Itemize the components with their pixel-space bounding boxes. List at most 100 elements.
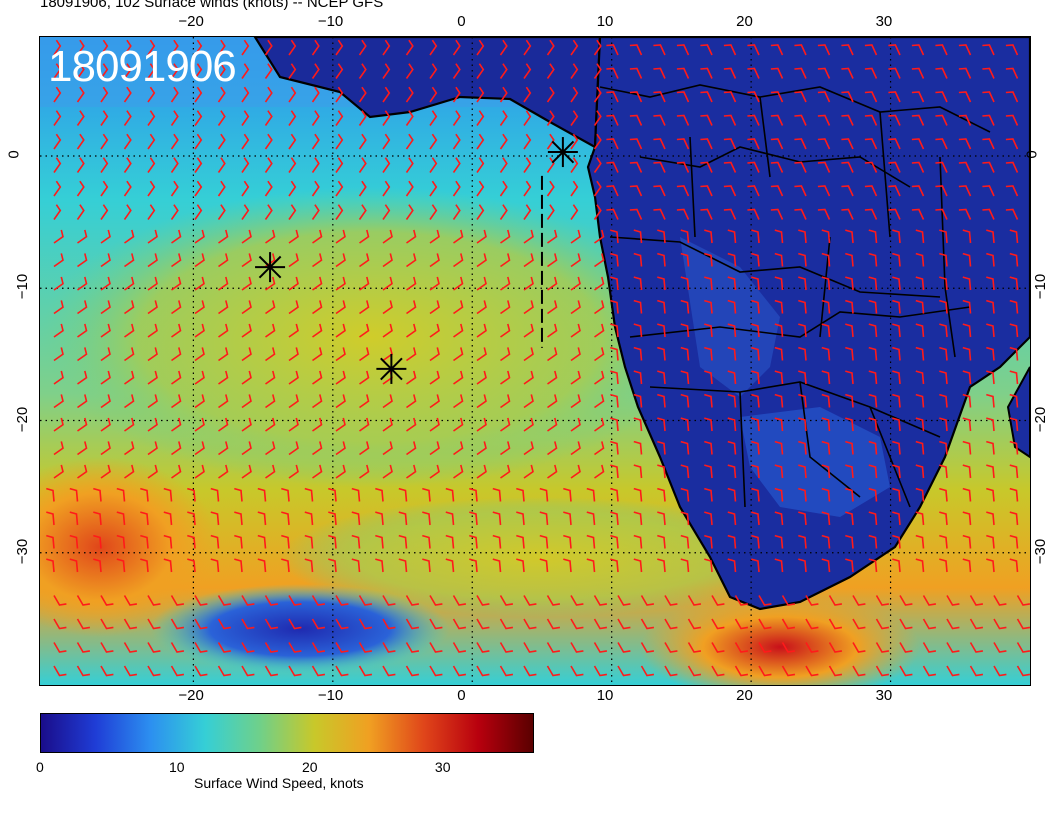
wind-barb bbox=[570, 370, 581, 385]
wind-barb bbox=[946, 665, 960, 677]
wind-barb bbox=[523, 665, 537, 677]
wind-barb bbox=[770, 138, 784, 150]
wind-barb bbox=[922, 642, 937, 653]
wind-barb bbox=[46, 487, 55, 502]
wind-barb bbox=[100, 642, 114, 653]
wind-barb bbox=[476, 86, 485, 103]
wind-barb bbox=[593, 133, 602, 150]
wind-barb bbox=[359, 394, 370, 409]
wind-barb bbox=[1009, 511, 1019, 526]
colorbar-tick-label: 20 bbox=[301, 759, 318, 775]
wind-barb bbox=[817, 185, 831, 197]
wind-barb bbox=[633, 440, 643, 455]
wind-barb bbox=[405, 110, 414, 126]
wind-barb bbox=[76, 39, 85, 56]
wind-barb bbox=[915, 346, 925, 361]
wind-barb bbox=[770, 91, 784, 103]
wind-barb bbox=[993, 642, 1007, 653]
wind-barb bbox=[264, 618, 279, 630]
wind-barb bbox=[100, 180, 109, 197]
wind-barb bbox=[845, 323, 854, 338]
wind-barb bbox=[586, 558, 596, 573]
wind-barb bbox=[845, 464, 854, 479]
wind-barb bbox=[406, 441, 417, 456]
lon-tick-label-bottom: 10 bbox=[596, 687, 614, 704]
wind-barb bbox=[398, 534, 408, 549]
wind-barb bbox=[892, 252, 901, 267]
wind-barb bbox=[311, 180, 320, 197]
wind-barb bbox=[821, 252, 831, 267]
wind-barb bbox=[382, 229, 393, 244]
wind-barb bbox=[429, 204, 438, 220]
wind-barb bbox=[523, 394, 534, 409]
colorbar-tick-label: 30 bbox=[434, 759, 451, 775]
wind-barb bbox=[335, 157, 344, 173]
wind-barb bbox=[570, 86, 579, 103]
wind-barb bbox=[845, 487, 854, 502]
wind-barb bbox=[539, 511, 549, 526]
colorbar-tick-label: 10 bbox=[168, 759, 185, 775]
wind-barb bbox=[217, 642, 232, 653]
wind-barb bbox=[516, 558, 525, 573]
wind-barb bbox=[993, 595, 1007, 606]
wind-barb bbox=[845, 440, 854, 455]
wind-barb bbox=[946, 618, 960, 630]
wind-barb bbox=[922, 618, 937, 630]
wind-barb bbox=[516, 534, 525, 549]
wind-barb bbox=[288, 204, 297, 220]
wind-barb bbox=[218, 464, 229, 479]
wind-barb bbox=[770, 67, 784, 79]
wind-barb bbox=[817, 114, 831, 126]
wind-barb bbox=[845, 276, 854, 291]
wind-barb bbox=[1005, 161, 1019, 173]
wind-barb bbox=[962, 393, 972, 408]
wind-barb bbox=[123, 204, 132, 220]
wind-barb bbox=[911, 114, 925, 126]
wind-barb bbox=[821, 370, 831, 385]
wind-barb bbox=[774, 534, 784, 549]
wind-barb bbox=[864, 208, 878, 220]
wind-barb bbox=[653, 114, 666, 126]
wind-barb bbox=[124, 253, 135, 268]
wind-barb bbox=[46, 511, 55, 526]
wind-barb bbox=[758, 642, 772, 653]
wind-barb bbox=[610, 393, 619, 408]
wind-barb bbox=[311, 618, 326, 630]
wind-barb bbox=[53, 665, 67, 677]
wind-barb bbox=[993, 618, 1007, 630]
wind-barb bbox=[170, 204, 179, 220]
wind-barb bbox=[570, 229, 581, 244]
wind-barb bbox=[704, 229, 713, 244]
wind-barb bbox=[234, 558, 243, 573]
wind-barb bbox=[429, 642, 443, 653]
wind-barb bbox=[845, 346, 854, 361]
wind-barb bbox=[664, 595, 678, 606]
wind-barb bbox=[398, 487, 408, 502]
wind-barb bbox=[986, 558, 995, 573]
wind-barb bbox=[606, 44, 619, 56]
wind-barb bbox=[147, 394, 158, 409]
wind-barb bbox=[868, 276, 878, 291]
wind-barb bbox=[523, 133, 532, 150]
wind-barb bbox=[633, 299, 643, 314]
wind-barb bbox=[53, 86, 62, 103]
wind-barb bbox=[500, 229, 511, 244]
wind-barb bbox=[46, 534, 55, 549]
wind-barb bbox=[794, 114, 807, 126]
wind-barb bbox=[657, 417, 666, 432]
wind-barb bbox=[288, 417, 299, 432]
wind-barb bbox=[406, 300, 417, 315]
wind-barb bbox=[312, 347, 323, 362]
wind-barb bbox=[633, 323, 643, 338]
wind-barb bbox=[1009, 440, 1019, 455]
wind-barb bbox=[958, 185, 972, 197]
wind-barb bbox=[405, 39, 414, 56]
wind-barb bbox=[570, 276, 581, 291]
wind-barb bbox=[77, 417, 88, 432]
wind-barb bbox=[406, 229, 417, 244]
wind-barb bbox=[124, 276, 135, 291]
wind-map[interactable] bbox=[39, 36, 1031, 686]
wind-barb bbox=[218, 370, 229, 385]
wind-barb bbox=[774, 299, 784, 314]
wind-barb bbox=[868, 323, 878, 338]
